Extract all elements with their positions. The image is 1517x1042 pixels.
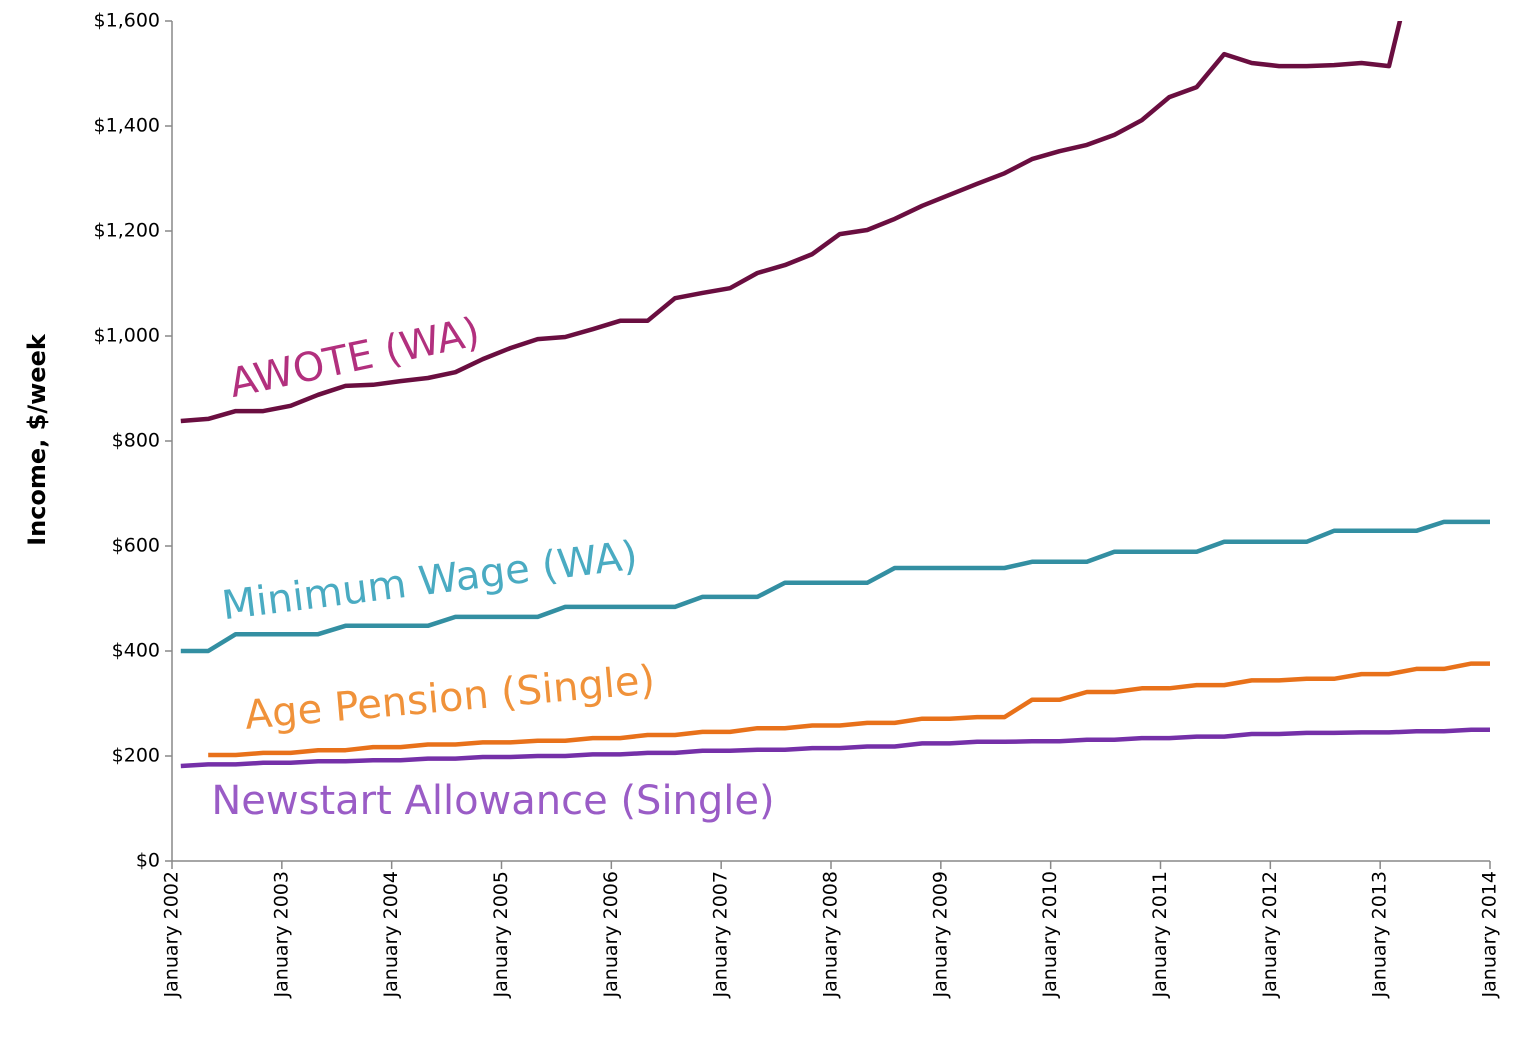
- y-tick-label: $800: [112, 430, 160, 452]
- y-tick-label: $600: [112, 535, 160, 557]
- x-tick-label: January 2008: [820, 871, 842, 998]
- x-tick-label: January 2006: [600, 871, 622, 998]
- x-tick-label: January 2003: [270, 871, 292, 998]
- y-axis-title: Income, $/week: [23, 333, 51, 546]
- x-tick-label: January 2009: [929, 871, 951, 998]
- x-tick-label: January 2005: [490, 871, 512, 998]
- chart: Income, $/week $0 $200 $400 $600 $800 $1,000 $…: [0, 0, 1517, 1042]
- x-tick-label: January 2010: [1039, 871, 1061, 998]
- x-tick-label: January 2014: [1479, 871, 1501, 998]
- series-label: AWOTE (WA): [225, 309, 484, 407]
- x-tick-label: January 2007: [710, 871, 732, 998]
- plot-area: [181, 0, 1490, 766]
- y-tick-label: $1,600: [94, 10, 160, 32]
- y-tick-label: $1,400: [94, 115, 160, 137]
- y-tick-label: $1,200: [94, 220, 160, 242]
- series-label: Age Pension (Single): [243, 657, 657, 739]
- x-tick-label: January 2013: [1369, 871, 1391, 998]
- y-tick-label: $0: [136, 850, 160, 872]
- y-tick-label: $400: [112, 640, 160, 662]
- series-label: Newstart Allowance (Single): [211, 778, 774, 824]
- x-tick-label: January 2004: [380, 871, 402, 998]
- series-label: Minimum Wage (WA): [219, 533, 640, 630]
- x-tick-label: January 2012: [1259, 871, 1281, 998]
- y-tick-label: $200: [112, 745, 160, 767]
- y-tick-label: $1,000: [94, 325, 160, 347]
- x-tick-label: January 2002: [161, 871, 183, 998]
- x-tick-label: January 2011: [1149, 871, 1171, 998]
